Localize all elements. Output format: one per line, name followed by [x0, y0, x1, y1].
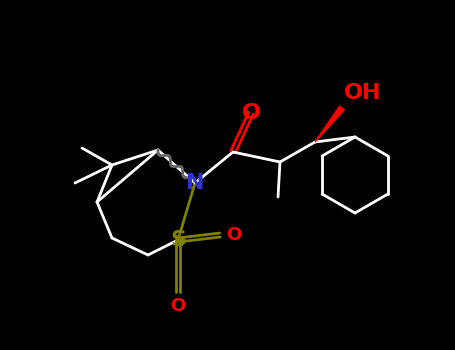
Text: O: O	[170, 297, 186, 315]
Text: N: N	[186, 173, 204, 193]
Text: O: O	[227, 226, 242, 244]
Text: S: S	[170, 230, 186, 250]
Polygon shape	[315, 106, 344, 142]
Text: OH: OH	[344, 83, 381, 103]
Text: O: O	[242, 103, 261, 123]
